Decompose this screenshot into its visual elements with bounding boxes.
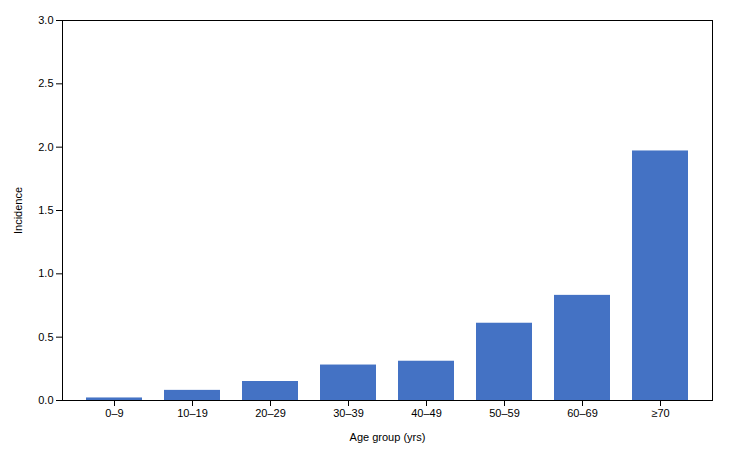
svg-text:60–69: 60–69 <box>567 407 598 419</box>
svg-text:Age group (yrs): Age group (yrs) <box>350 431 426 443</box>
svg-text:Incidence: Incidence <box>12 187 24 234</box>
svg-text:50–59: 50–59 <box>489 407 520 419</box>
svg-text:10–19: 10–19 <box>177 407 208 419</box>
svg-text:1.0: 1.0 <box>38 267 53 279</box>
svg-text:30–39: 30–39 <box>333 407 364 419</box>
svg-text:3.0: 3.0 <box>38 14 53 26</box>
svg-text:20–29: 20–29 <box>255 407 286 419</box>
svg-text:2.5: 2.5 <box>38 77 53 89</box>
svg-text:0.0: 0.0 <box>38 394 53 406</box>
svg-text:0–9: 0–9 <box>105 407 123 419</box>
svg-text:40–49: 40–49 <box>411 407 442 419</box>
svg-text:2.0: 2.0 <box>38 141 53 153</box>
svg-text:0.5: 0.5 <box>38 331 53 343</box>
svg-text:1.5: 1.5 <box>38 204 53 216</box>
svg-text:≥70: ≥70 <box>651 407 669 419</box>
